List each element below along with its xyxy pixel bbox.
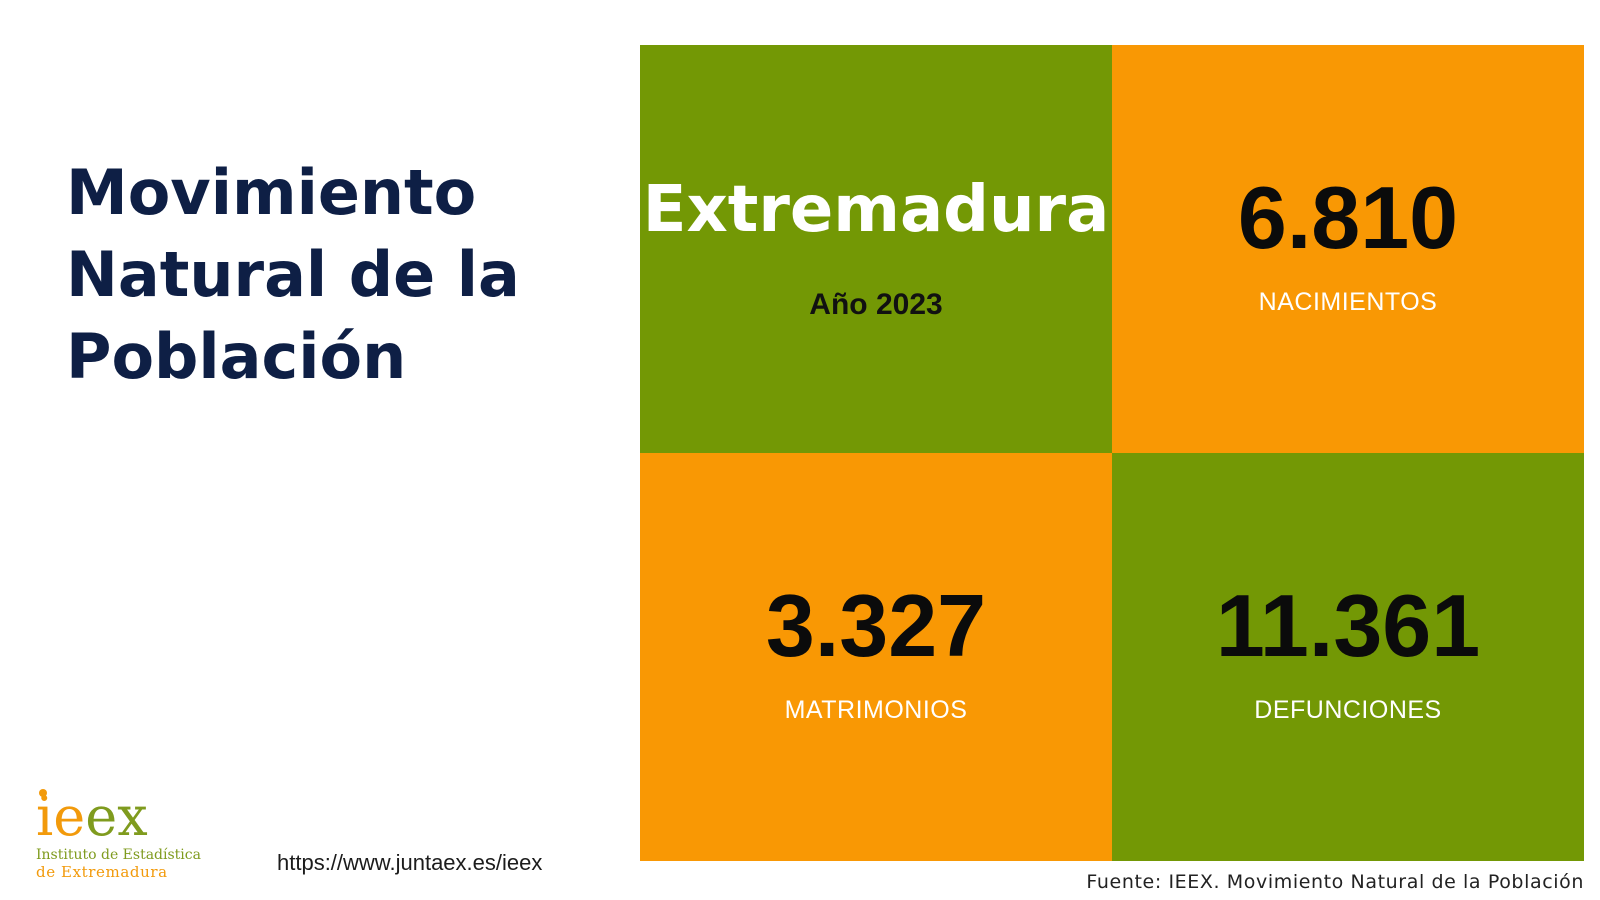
logo-dot bbox=[39, 789, 47, 797]
title-line-3: Población bbox=[66, 320, 407, 393]
deaths-tile: 11.361 DEFUNCIONES bbox=[1112, 453, 1584, 861]
deaths-value: 11.361 bbox=[1215, 576, 1481, 675]
marriages-label: MATRIMONIOS bbox=[784, 696, 968, 724]
source-note: Fuente: IEEX. Movimiento Natural de la P… bbox=[1086, 871, 1584, 893]
logo-subtitle-2: de Extremadura bbox=[36, 863, 168, 881]
logo-subtitle-1: Instituto de Estadística bbox=[36, 847, 201, 863]
marriages-value: 3.327 bbox=[765, 576, 987, 675]
births-value: 6.810 bbox=[1237, 168, 1459, 267]
births-label: NACIMIENTOS bbox=[1258, 288, 1438, 316]
deaths-label: DEFUNCIONES bbox=[1254, 696, 1442, 724]
year-label: Año 2023 bbox=[809, 288, 943, 321]
stats-grid: Extremadura Año 2023 6.810 NACIMIENTOS 3… bbox=[640, 45, 1584, 861]
logo-letters-ex: ex bbox=[85, 785, 148, 848]
births-tile: 6.810 NACIMIENTOS bbox=[1112, 45, 1584, 453]
region-name: Extremadura bbox=[642, 173, 1110, 247]
logo-letters-ie: ie bbox=[36, 785, 86, 848]
marriages-tile: 3.327 MATRIMONIOS bbox=[640, 453, 1112, 861]
ieex-logo: ieex Instituto de Estadística de Extrema… bbox=[36, 787, 236, 895]
website-link[interactable]: https://www.juntaex.es/ieex bbox=[277, 850, 543, 875]
title-line-2: Natural de la bbox=[66, 238, 520, 311]
title-line-1: Movimiento bbox=[66, 156, 477, 229]
logo-wordmark: ieex bbox=[36, 787, 148, 847]
region-tile: Extremadura Año 2023 bbox=[640, 45, 1112, 453]
page-title: Movimiento Natural de la Población bbox=[66, 152, 626, 398]
